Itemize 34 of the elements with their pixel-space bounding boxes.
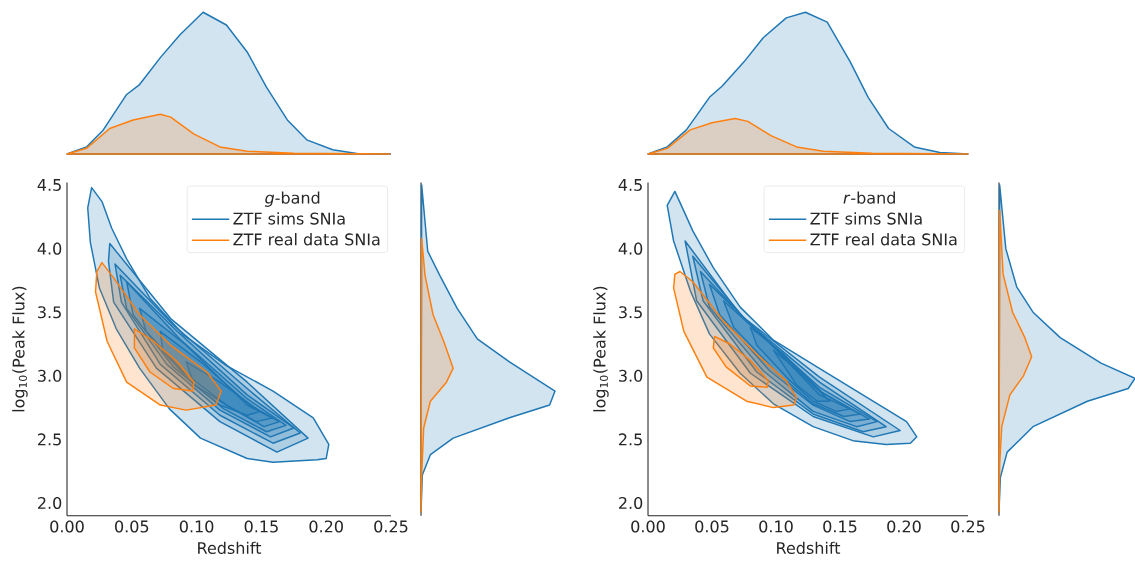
- x-tick-label: 0.05: [695, 520, 729, 533]
- x-tick-label: 0.10: [179, 520, 214, 533]
- y-tick-label: 4.0: [618, 242, 643, 255]
- y-tick-label: 3.0: [38, 369, 62, 382]
- x-tick-label: 0.15: [823, 520, 857, 533]
- y-tick-label: 2.0: [619, 496, 643, 510]
- x-tick-label: 0.05: [115, 520, 149, 533]
- y-tick-label: 3.5: [619, 306, 642, 319]
- legend-label: ZTF real data SNIa: [810, 233, 957, 246]
- x-tick-label: 0.25: [374, 520, 408, 533]
- x-tick-label: 0.10: [759, 520, 793, 533]
- y-tick-label: 2.5: [38, 433, 61, 446]
- x-tick-label: 0.00: [631, 520, 665, 533]
- y-axis-title: log$_{10}$(Peak Flux): [593, 286, 609, 412]
- x-tick-label: 0.00: [50, 520, 84, 533]
- y-tick-label: 2.0: [38, 496, 62, 510]
- legend-label: ZTF sims SNIa: [233, 212, 345, 225]
- y-tick-label: 3.5: [38, 306, 61, 319]
- legend-title: g-band: [265, 191, 320, 207]
- y-tick-label: 4.5: [618, 179, 642, 191]
- y-tick-label: 4.5: [37, 179, 61, 191]
- legend-label: ZTF real data SNIa: [233, 233, 380, 246]
- y-tick-label: 2.5: [619, 433, 642, 446]
- legend-title: r-band: [843, 191, 895, 204]
- x-tick-label: 0.20: [887, 520, 921, 533]
- x-tick-label: 0.25: [951, 520, 985, 533]
- legend-label: ZTF sims SNIa: [810, 212, 922, 225]
- y-tick-label: 3.0: [619, 369, 643, 382]
- x-tick-label: 0.15: [244, 520, 278, 533]
- x-tick-label: 0.20: [309, 520, 343, 533]
- x-axis-title: Redshift: [777, 541, 841, 555]
- y-axis-title: log$_{10}$(Peak Flux): [12, 286, 28, 412]
- x-axis-title: Redshift: [198, 541, 262, 555]
- y-tick-label: 4.0: [37, 242, 62, 255]
